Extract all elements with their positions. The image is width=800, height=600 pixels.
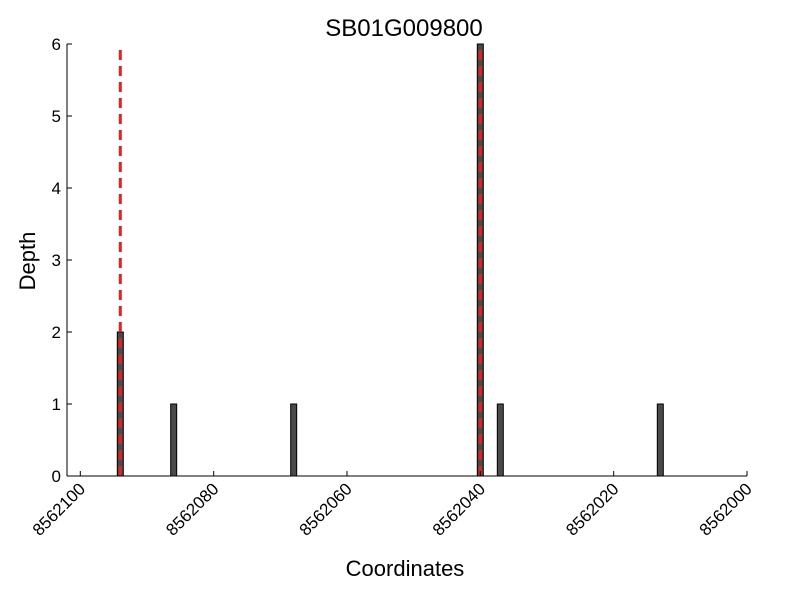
x-axis-label: Coordinates (346, 556, 465, 581)
x-tick-label: 8562100 (29, 479, 89, 539)
axes-group (66, 44, 747, 477)
reference-lines-group (118, 50, 482, 476)
x-tick-label: 8562040 (429, 479, 489, 539)
bar (290, 403, 298, 477)
y-ticks-group: 0 1 2 3 4 5 6 (52, 35, 72, 486)
y-axis-label: Depth (15, 232, 40, 291)
y-tick-label: 3 (52, 251, 61, 270)
y-tick-label: 1 (52, 395, 61, 414)
chart-title: SB01G009800 (325, 15, 482, 42)
bar (496, 403, 504, 477)
y-tick-label: 2 (52, 323, 61, 342)
y-tick-label: 4 (52, 179, 61, 198)
y-tick-label: 0 (52, 467, 61, 486)
y-tick-label: 5 (52, 107, 61, 126)
x-tick-label: 8562000 (696, 479, 756, 539)
x-ticks-group: 8562100 8562080 8562060 8562040 8562020 85620… (29, 471, 756, 540)
bars-group (116, 43, 664, 477)
x-tick-label: 8562080 (162, 479, 222, 539)
bar (656, 403, 664, 477)
y-tick-label: 6 (52, 35, 61, 54)
x-tick-label: 8562060 (296, 479, 356, 539)
bar (170, 403, 178, 477)
x-tick-label: 8562020 (562, 479, 622, 539)
